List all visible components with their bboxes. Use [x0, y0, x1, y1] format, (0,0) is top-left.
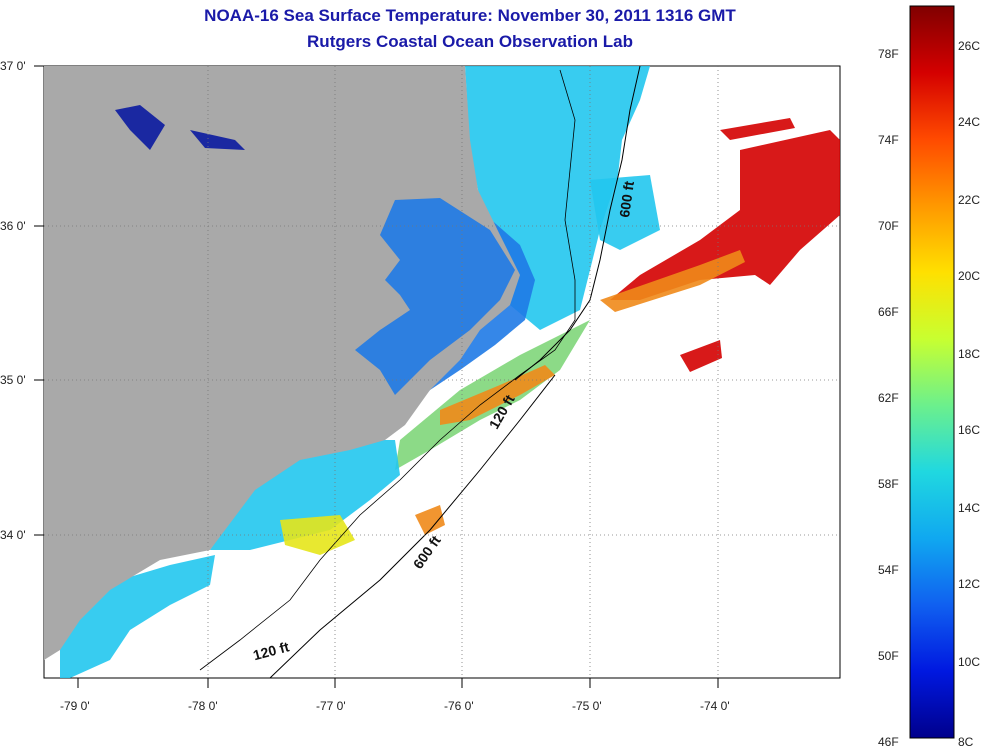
- map-subtitle: Rutgers Coastal Ocean Observation Lab: [307, 32, 633, 51]
- lon-tick-label: -79 0': [60, 699, 90, 713]
- colorbar-c-label: 12C: [958, 577, 980, 591]
- inland-lake: [190, 130, 245, 150]
- colorbar-c-label: 14C: [958, 501, 980, 515]
- colorbar-c-label: 22C: [958, 193, 980, 207]
- contour-600ft-north: [514, 66, 641, 381]
- colorbar-c-label: 10C: [958, 655, 980, 669]
- sst-offshore-orange-band: [600, 250, 745, 312]
- colorbar-f-label: 58F: [878, 477, 899, 491]
- longitude-axis: -79 0' -78 0' -77 0' -76 0' -75 0' -74 0…: [60, 678, 730, 713]
- colorbar: [909, 5, 955, 739]
- colorbar-f-label: 66F: [878, 305, 899, 319]
- colorbar-c-label: 16C: [958, 423, 980, 437]
- latitude-axis: 37 0' 36 0' 35 0' 34 0': [0, 59, 44, 542]
- lat-tick-label: 35 0': [0, 373, 26, 387]
- colorbar-c-label: 24C: [958, 115, 980, 129]
- colorbar-c-label: 20C: [958, 269, 980, 283]
- sst-coastal-orange: [440, 365, 555, 425]
- contour-120ft-north: [199, 69, 576, 671]
- colorbar-c-label: 26C: [958, 39, 980, 53]
- sound-overlay: [355, 198, 515, 395]
- colorbar-f-label: 62F: [878, 391, 899, 405]
- lon-tick-label: -74 0': [700, 699, 730, 713]
- lat-tick-label: 36 0': [0, 219, 26, 233]
- colorbar-f-label: 54F: [878, 563, 899, 577]
- map-title: NOAA-16 Sea Surface Temperature: Novembe…: [204, 6, 736, 25]
- sst-offshore-red: [610, 130, 840, 300]
- lon-tick-label: -78 0': [188, 699, 218, 713]
- lon-tick-label: -75 0': [572, 699, 602, 713]
- colorbar-celsius-labels: 26C 24C 22C 20C 18C 16C 14C 12C 10C 8C: [958, 39, 980, 749]
- sst-southern-cyan: [210, 440, 400, 550]
- colorbar-f-label: 78F: [878, 47, 899, 61]
- map-content: 600 ft 120 ft 600 ft 120 ft: [44, 66, 840, 678]
- lat-tick-label: 34 0': [0, 528, 26, 542]
- lon-tick-label: -77 0': [316, 699, 346, 713]
- sst-southern-yellow: [280, 515, 355, 555]
- inland-lake: [115, 105, 165, 150]
- sst-offshore-red-band: [720, 118, 795, 140]
- colorbar-f-label: 74F: [878, 133, 899, 147]
- colorbar-fahrenheit-labels: 78F 74F 70F 66F 62F 58F 54F 50F 46F: [878, 47, 899, 749]
- colorbar-c-label: 8C: [958, 735, 974, 749]
- sst-offshore-red-patch: [680, 340, 722, 372]
- lat-tick-label: 37 0': [0, 59, 26, 73]
- grid-lines: [44, 66, 840, 678]
- colorbar-f-label: 50F: [878, 649, 899, 663]
- colorbar-f-label: 46F: [878, 735, 899, 749]
- lon-tick-label: -76 0': [444, 699, 474, 713]
- contour-600ft-south: [269, 374, 556, 678]
- sst-southern-cyan-2: [60, 555, 215, 678]
- contour-label-600-north: 600 ft: [616, 180, 637, 219]
- colorbar-f-label: 70F: [878, 219, 899, 233]
- sst-southern-orange-patch: [415, 505, 445, 535]
- sst-cyan-east: [590, 175, 660, 250]
- colorbar-c-label: 18C: [958, 347, 980, 361]
